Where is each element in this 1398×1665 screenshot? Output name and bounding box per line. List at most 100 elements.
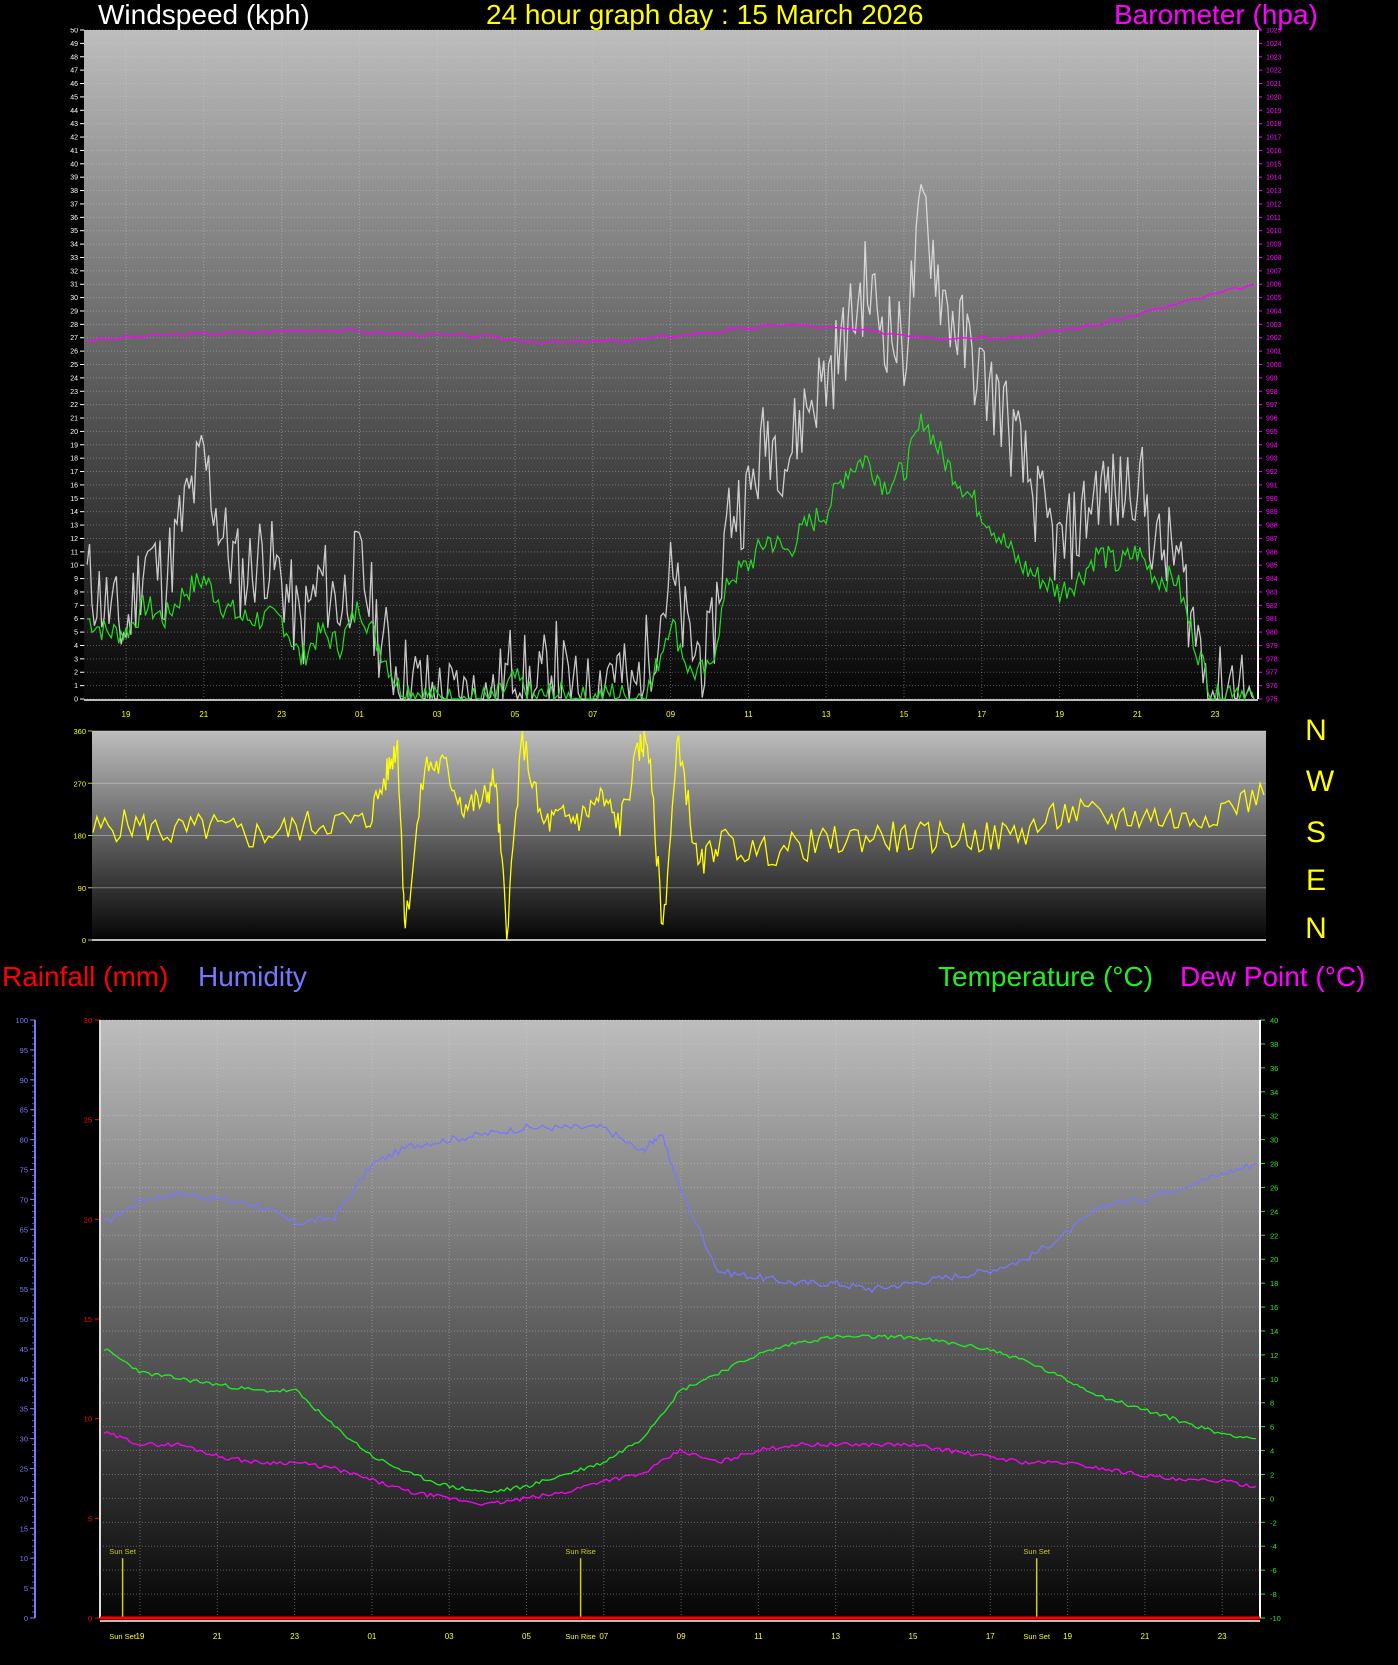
svg-text:30: 30 bbox=[70, 295, 78, 302]
svg-text:1015: 1015 bbox=[1266, 161, 1282, 168]
svg-text:976: 976 bbox=[1266, 683, 1278, 690]
svg-text:15: 15 bbox=[84, 1315, 92, 1324]
svg-text:1002: 1002 bbox=[1266, 335, 1282, 342]
svg-text:1025: 1025 bbox=[1266, 28, 1282, 35]
svg-text:23: 23 bbox=[70, 389, 78, 396]
svg-text:18: 18 bbox=[1270, 1279, 1278, 1288]
svg-text:5: 5 bbox=[74, 630, 78, 637]
svg-text:20: 20 bbox=[1270, 1255, 1278, 1264]
svg-text:32: 32 bbox=[1270, 1112, 1278, 1121]
svg-text:4: 4 bbox=[74, 643, 78, 650]
svg-text:23: 23 bbox=[277, 710, 286, 718]
humidity-title: Humidity bbox=[198, 961, 307, 992]
svg-text:13: 13 bbox=[831, 1632, 840, 1641]
temperature-humidity-chart: 0 5 10 15 20 25 30 35 40 45 50 55 60 65 70 75 80 85 90 95 10… bbox=[0, 1010, 1398, 1665]
svg-text:30: 30 bbox=[84, 1016, 92, 1025]
svg-text:11: 11 bbox=[754, 1632, 763, 1641]
svg-text:1003: 1003 bbox=[1266, 322, 1282, 329]
svg-text:2: 2 bbox=[74, 670, 78, 677]
svg-text:995: 995 bbox=[1266, 429, 1278, 436]
svg-text:9: 9 bbox=[74, 576, 78, 583]
svg-text:1023: 1023 bbox=[1266, 54, 1282, 61]
svg-text:985: 985 bbox=[1266, 563, 1278, 570]
svg-text:38: 38 bbox=[1270, 1040, 1278, 1049]
svg-text:21: 21 bbox=[199, 710, 208, 718]
svg-text:01: 01 bbox=[355, 710, 364, 718]
svg-text:994: 994 bbox=[1266, 442, 1278, 449]
svg-text:0: 0 bbox=[74, 697, 78, 704]
svg-text:1007: 1007 bbox=[1266, 268, 1282, 275]
svg-text:12: 12 bbox=[70, 536, 78, 543]
svg-text:Sun Rise: Sun Rise bbox=[565, 1632, 595, 1641]
svg-text:1012: 1012 bbox=[1266, 201, 1282, 208]
svg-text:1011: 1011 bbox=[1266, 215, 1281, 222]
svg-text:15: 15 bbox=[909, 1632, 918, 1641]
svg-text:17: 17 bbox=[977, 710, 986, 718]
svg-text:983: 983 bbox=[1266, 589, 1278, 596]
dewpoint-title: Dew Point (°C) bbox=[1180, 961, 1366, 992]
svg-text:0: 0 bbox=[24, 1614, 28, 1623]
svg-text:1022: 1022 bbox=[1266, 68, 1282, 75]
svg-text:11: 11 bbox=[71, 549, 78, 556]
svg-text:5: 5 bbox=[88, 1514, 92, 1523]
svg-text:10: 10 bbox=[1270, 1375, 1278, 1384]
svg-text:1010: 1010 bbox=[1266, 228, 1282, 235]
svg-text:43: 43 bbox=[70, 121, 78, 128]
svg-text:981: 981 bbox=[1266, 616, 1278, 623]
svg-text:22: 22 bbox=[1270, 1231, 1278, 1240]
svg-text:36: 36 bbox=[70, 215, 78, 222]
svg-text:100: 100 bbox=[15, 1016, 28, 1025]
svg-text:10: 10 bbox=[84, 1415, 92, 1424]
svg-text:40: 40 bbox=[20, 1375, 28, 1384]
svg-text:90: 90 bbox=[78, 884, 86, 893]
svg-text:1: 1 bbox=[74, 683, 78, 690]
svg-text:1024: 1024 bbox=[1266, 41, 1282, 48]
svg-text:07: 07 bbox=[588, 710, 597, 718]
svg-text:24: 24 bbox=[1270, 1207, 1278, 1216]
svg-text:0: 0 bbox=[82, 936, 86, 944]
svg-text:48: 48 bbox=[70, 54, 78, 61]
windspeed-chart: 0 975 1 976 2 977 3 978 4 979 5 980 6 981 7 982 8 983 9 984… bbox=[0, 28, 1398, 718]
svg-text:1005: 1005 bbox=[1266, 295, 1282, 302]
svg-text:-6: -6 bbox=[1270, 1566, 1277, 1575]
svg-text:0: 0 bbox=[1270, 1494, 1274, 1503]
wind-direction-plot: 0 90 180 270 360 bbox=[73, 728, 1266, 944]
svg-text:25: 25 bbox=[84, 1116, 92, 1125]
svg-text:1018: 1018 bbox=[1266, 121, 1282, 128]
svg-text:49: 49 bbox=[70, 41, 78, 48]
svg-text:1019: 1019 bbox=[1266, 108, 1282, 115]
svg-text:Sun Set: Sun Set bbox=[109, 1632, 137, 1641]
svg-text:0: 0 bbox=[88, 1614, 92, 1623]
svg-text:34: 34 bbox=[1270, 1088, 1278, 1097]
svg-text:15: 15 bbox=[20, 1524, 28, 1533]
svg-text:40: 40 bbox=[70, 161, 78, 168]
svg-text:47: 47 bbox=[70, 68, 78, 75]
svg-text:992: 992 bbox=[1266, 469, 1278, 476]
svg-text:46: 46 bbox=[70, 81, 78, 88]
svg-text:21: 21 bbox=[213, 1632, 222, 1641]
svg-text:21: 21 bbox=[1140, 1632, 1149, 1641]
svg-text:60: 60 bbox=[20, 1255, 28, 1264]
svg-text:34: 34 bbox=[70, 242, 78, 249]
svg-text:80: 80 bbox=[20, 1136, 28, 1145]
svg-text:50: 50 bbox=[20, 1315, 28, 1324]
svg-text:07: 07 bbox=[599, 1632, 608, 1641]
svg-text:19: 19 bbox=[136, 1632, 145, 1641]
svg-text:28: 28 bbox=[1270, 1160, 1278, 1169]
svg-text:1020: 1020 bbox=[1266, 94, 1282, 101]
svg-text:6: 6 bbox=[74, 616, 78, 623]
svg-text:20: 20 bbox=[70, 429, 78, 436]
svg-text:Sun Set: Sun Set bbox=[109, 1547, 137, 1556]
svg-text:270: 270 bbox=[73, 779, 86, 788]
svg-text:36: 36 bbox=[1270, 1064, 1278, 1073]
svg-text:3: 3 bbox=[74, 656, 78, 663]
windspeed-title: Windspeed (kph) bbox=[98, 0, 310, 30]
svg-text:35: 35 bbox=[70, 228, 78, 235]
svg-text:29: 29 bbox=[70, 308, 78, 315]
svg-text:8: 8 bbox=[1270, 1399, 1274, 1408]
rainfall-title: Rainfall (mm) bbox=[2, 961, 169, 992]
svg-text:14: 14 bbox=[1270, 1327, 1278, 1336]
svg-text:85: 85 bbox=[20, 1106, 28, 1115]
wind-direction-chart: 0 90 180 270 360 bbox=[0, 728, 1398, 944]
svg-text:998: 998 bbox=[1266, 389, 1278, 396]
